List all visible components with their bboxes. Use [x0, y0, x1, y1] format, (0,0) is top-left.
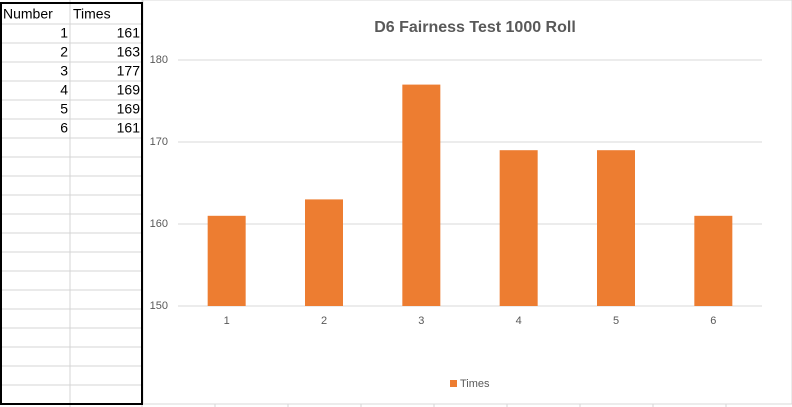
cell: 3 [60, 63, 68, 79]
bar [597, 150, 635, 306]
bar [305, 199, 343, 306]
cell: 161 [117, 120, 141, 136]
bar [499, 150, 538, 306]
x-tick-label: 4 [516, 315, 522, 327]
x-tick-label: 5 [613, 315, 619, 327]
chart: 150 160 170 180 1 2 3 4 5 6 Times [150, 54, 762, 390]
cell: 161 [117, 25, 141, 41]
selection-border [0, 2, 143, 405]
chart-title: D6 Fairness Test 1000 Roll [374, 19, 576, 36]
table: Number Times 1 161 2 163 3 177 4 169 5 169 6 161 [3, 6, 140, 136]
cell: 1 [60, 25, 68, 41]
cell: 163 [117, 44, 141, 60]
cell: 2 [60, 44, 68, 60]
bar [694, 215, 733, 306]
bar [207, 215, 246, 306]
legend-swatch [450, 380, 457, 387]
x-tick-label: 1 [224, 315, 230, 327]
cell: 169 [117, 82, 141, 98]
legend-label: Times [460, 378, 490, 390]
cell: 169 [117, 101, 141, 117]
x-tick-label: 3 [418, 315, 424, 327]
cell: 6 [60, 120, 68, 136]
y-tick-label: 160 [150, 218, 168, 230]
header-cell: Times [73, 6, 111, 22]
cell: 5 [60, 101, 68, 117]
cell: 4 [60, 82, 68, 98]
y-tick-label: 170 [150, 136, 168, 148]
x-tick-label: 6 [710, 315, 716, 327]
y-tick-label: 180 [150, 54, 168, 66]
cell: 177 [117, 63, 141, 79]
header-cell: Number [3, 6, 53, 22]
y-tick-label: 150 [150, 300, 168, 312]
bar [402, 84, 441, 306]
x-tick-label: 2 [321, 315, 327, 327]
chart-area [142, 0, 792, 405]
